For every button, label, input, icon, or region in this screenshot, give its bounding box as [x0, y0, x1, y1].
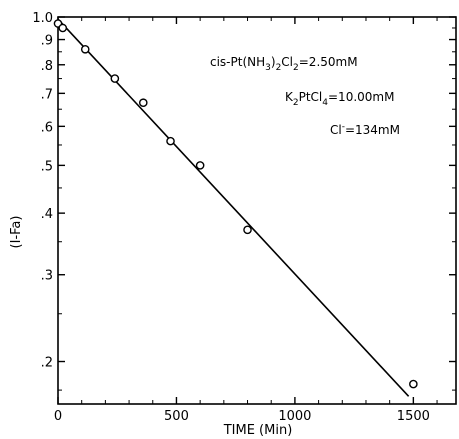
x-tick-label: 0 — [54, 409, 62, 424]
x-tick-label: 1500 — [397, 409, 430, 424]
y-tick-label: .6 — [41, 120, 53, 135]
data-point — [58, 23, 68, 33]
axes-frame — [57, 16, 457, 405]
plot-frame — [57, 16, 457, 405]
y-tick-label: 1.0 — [32, 11, 53, 26]
y-tick-label: .3 — [41, 269, 53, 284]
x-tick-label: 500 — [164, 409, 189, 424]
fit-line-layer — [57, 18, 410, 397]
fit-line — [57, 18, 410, 397]
y-axis-title: (I-Fa) — [9, 216, 24, 249]
data-points — [53, 19, 418, 389]
x-tick-label: 1000 — [278, 409, 311, 424]
data-point — [195, 161, 205, 170]
annotation-cis-pt: cis-Pt(NH3)2Cl2=2.50mM — [210, 55, 358, 73]
annotation-k2ptcl4: K2PtCl4=10.00mM — [285, 90, 394, 108]
y-tick-label: .2 — [41, 356, 53, 371]
x-axis: 0 500 1000 1500 — [54, 17, 438, 424]
y-axis: 1.0 .9 .8 .7 .6 .5 .4 .3 .2 — [32, 11, 456, 391]
y-tick-label: .7 — [41, 87, 53, 102]
y-tick-label: .8 — [41, 59, 53, 74]
data-point — [243, 225, 252, 235]
data-point — [80, 44, 90, 54]
y-tick-label: .4 — [41, 207, 53, 222]
y-tick-label: .9 — [41, 34, 53, 49]
data-point — [138, 98, 148, 108]
data-point — [409, 379, 418, 389]
y-tick-label: .5 — [41, 159, 53, 174]
data-point — [166, 136, 175, 146]
annotation-chloride: Cl-=134mM — [330, 122, 400, 137]
data-point — [110, 74, 120, 83]
x-axis-title: TIME (Min) — [223, 423, 293, 438]
